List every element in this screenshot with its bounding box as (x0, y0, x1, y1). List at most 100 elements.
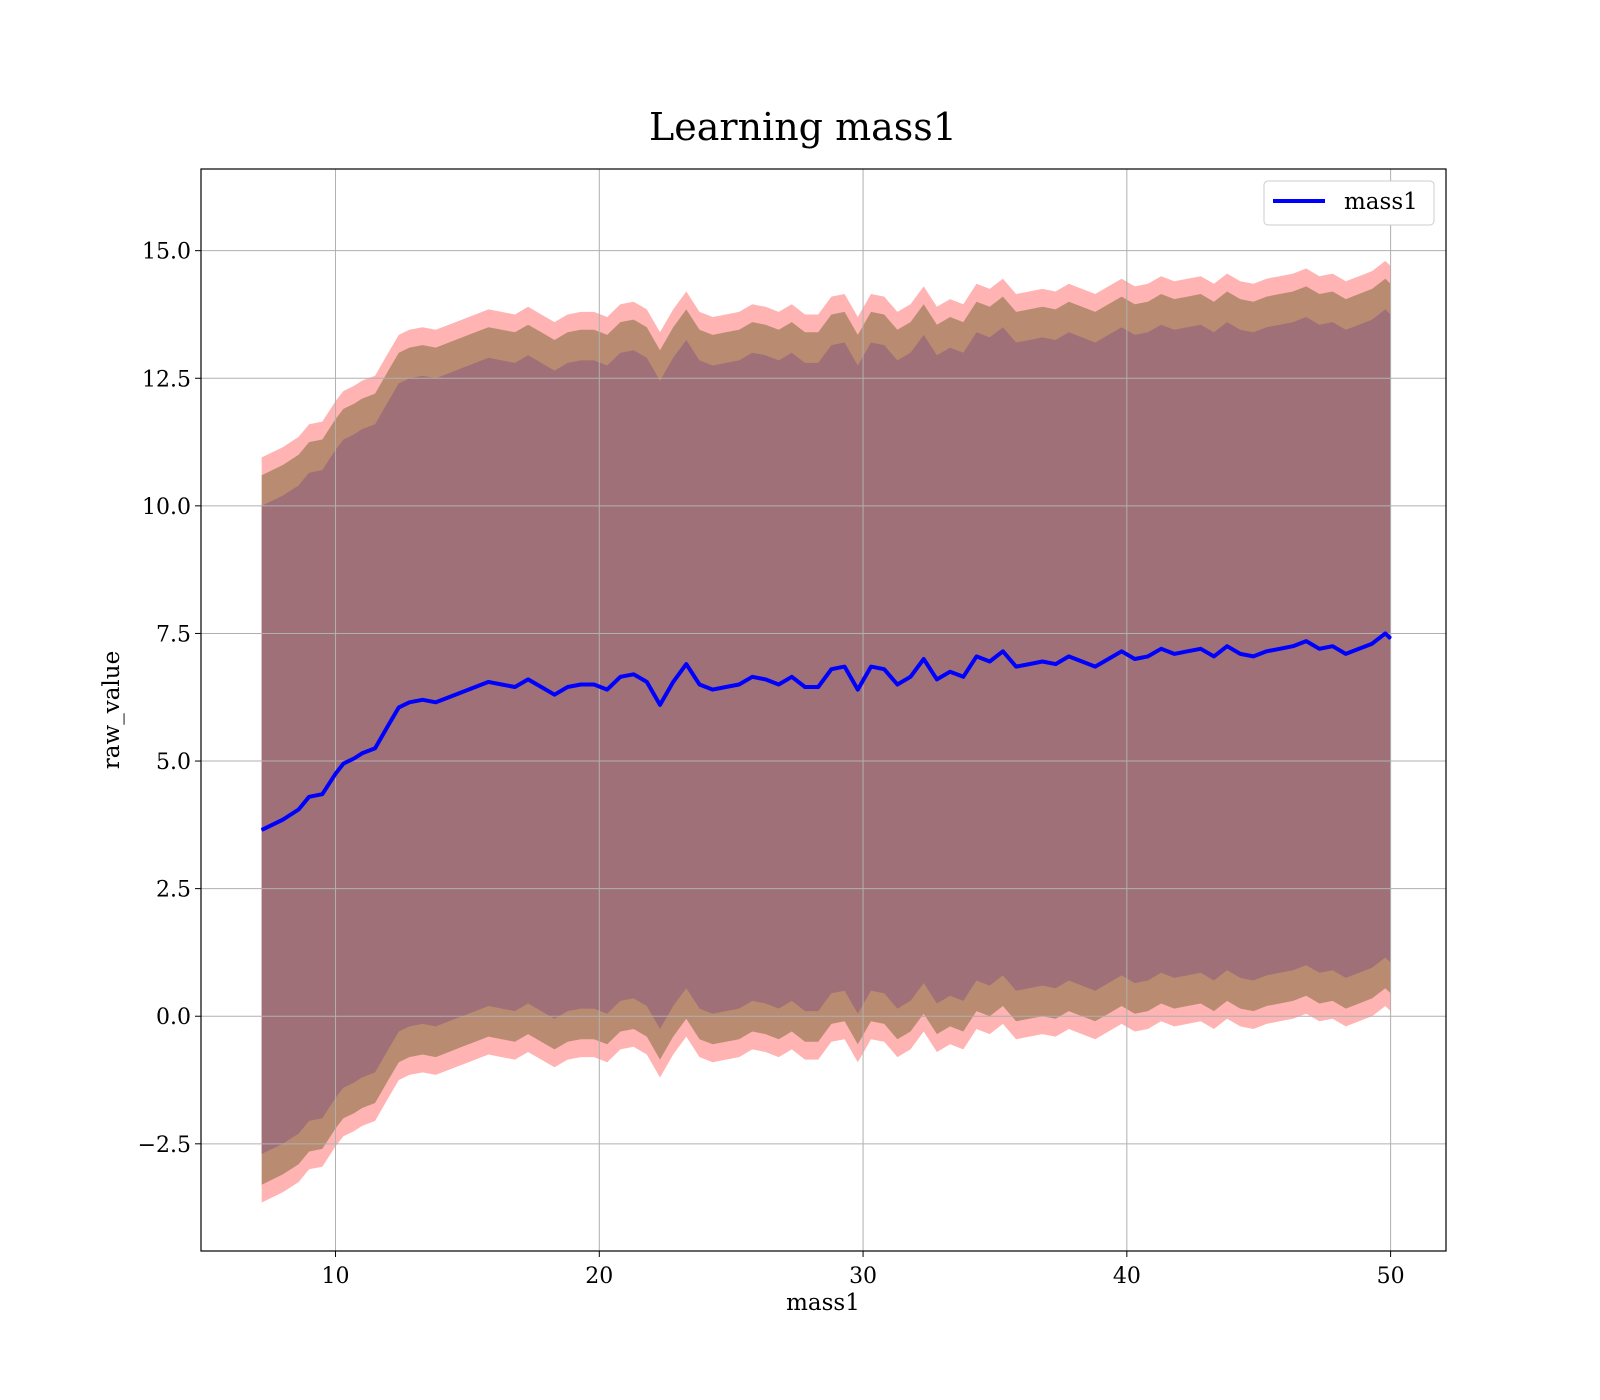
x-axis-ticks: 10 20 30 40 50 (322, 1251, 1405, 1289)
data-point (646, 681, 648, 683)
data-point (1200, 648, 1202, 650)
y-tick-label: 15.0 (142, 240, 191, 265)
x-tick-label: 20 (585, 1264, 613, 1289)
x-tick-label: 10 (322, 1264, 350, 1289)
x-axis-title: mass1 (786, 1290, 860, 1316)
data-point (1266, 650, 1268, 652)
y-axis-title: raw_value (99, 651, 125, 769)
data-point (949, 671, 951, 673)
data-point (633, 673, 635, 675)
y-tick-label: −2.5 (138, 1133, 191, 1158)
series-line-mass1 (260, 631, 1392, 832)
data-point (1390, 637, 1392, 640)
data-point (923, 658, 925, 660)
data-point (540, 686, 542, 688)
data-point (474, 686, 476, 688)
y-tick-label: 12.5 (142, 367, 191, 392)
y-tick-label: 2.5 (156, 878, 191, 903)
data-point (844, 666, 846, 668)
data-point (606, 689, 608, 691)
x-tick-label: 30 (849, 1264, 877, 1289)
data-point (751, 676, 753, 678)
data-point (883, 668, 885, 670)
data-point (353, 757, 355, 760)
data-point (487, 681, 490, 683)
band-2 (261, 309, 1391, 1154)
data-point (1384, 632, 1386, 635)
data-point (1068, 655, 1070, 658)
y-tick-label: 7.5 (156, 622, 191, 647)
data-point (778, 683, 780, 686)
x-tick-label: 40 (1113, 1264, 1141, 1289)
data-point (593, 683, 595, 686)
data-point (321, 793, 323, 795)
data-point (1028, 663, 1030, 665)
data-point (738, 683, 740, 686)
data-point (830, 668, 833, 670)
data-point (1213, 655, 1215, 658)
data-point (804, 686, 806, 688)
data-point (448, 696, 450, 698)
data-point (1107, 658, 1109, 660)
plot-frame (200, 168, 1447, 1252)
data-point (408, 701, 410, 703)
data-point (1318, 648, 1320, 650)
data-point (659, 704, 661, 706)
data-point (298, 808, 300, 811)
data-point (1173, 653, 1175, 655)
data-point (712, 689, 714, 691)
data-point (817, 686, 819, 688)
data-point (1134, 658, 1136, 660)
data-point (1239, 653, 1241, 655)
data-point (1279, 648, 1281, 650)
data-point (1371, 643, 1373, 645)
chart-title: Learning mass1 (649, 105, 957, 149)
data-point (685, 663, 687, 665)
data-point (962, 676, 964, 678)
data-point (870, 666, 872, 668)
data-point (764, 678, 767, 681)
data-point (553, 694, 556, 696)
data-point (1081, 660, 1083, 663)
data-point (1252, 655, 1254, 658)
y-axis-ticks: −2.5 0.0 2.5 5.0 7.5 10.0 12.5 15.0 (138, 240, 201, 1158)
data-point (857, 689, 859, 691)
data-point (1094, 666, 1096, 668)
data-point (725, 686, 727, 688)
data-point (896, 683, 899, 686)
data-point (435, 701, 437, 703)
data-point (989, 660, 991, 663)
data-point (1147, 655, 1149, 658)
data-point (698, 683, 701, 686)
data-point (1292, 645, 1294, 647)
data-point (1121, 650, 1123, 652)
data-point (567, 686, 569, 688)
data-point (1305, 640, 1307, 642)
data-point (527, 678, 529, 681)
data-point (342, 763, 344, 765)
data-point (374, 747, 376, 749)
data-point (580, 683, 582, 686)
data-point (1332, 645, 1334, 647)
data-point (1160, 648, 1162, 650)
legend-label-mass1: mass1 (1344, 189, 1418, 215)
grid-lines (201, 169, 1446, 1251)
data-point (672, 681, 674, 683)
y-tick-label: 0.0 (156, 1005, 191, 1030)
data-point (1358, 648, 1360, 650)
y-tick-label: 10.0 (142, 495, 191, 520)
data-point (261, 829, 263, 831)
data-point (308, 796, 310, 798)
series-lines (260, 631, 1392, 832)
y-tick-label: 5.0 (156, 750, 191, 775)
data-point (398, 706, 400, 709)
data-point (1041, 660, 1043, 663)
data-point (791, 676, 793, 678)
data-point (501, 683, 503, 686)
data-point (334, 773, 337, 775)
data-point (514, 686, 516, 688)
data-point (1055, 663, 1057, 665)
data-point (1226, 645, 1228, 647)
legend-box (1263, 180, 1435, 226)
